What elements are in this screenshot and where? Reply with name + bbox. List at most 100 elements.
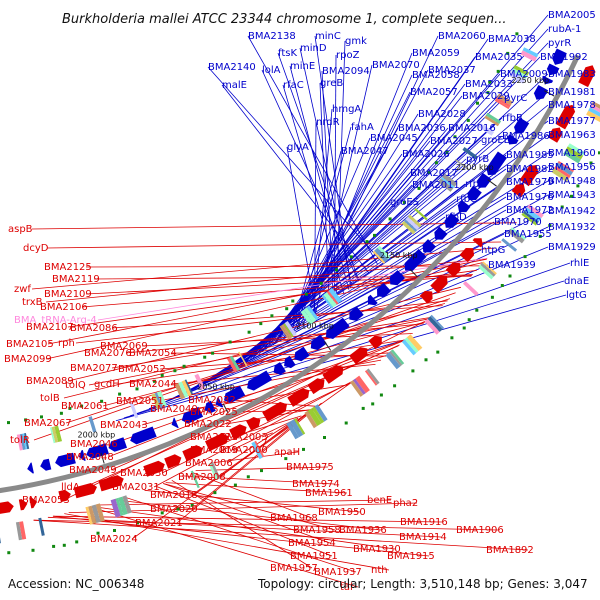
reverse-gene-label: BMA1961 bbox=[305, 488, 353, 499]
gc-mark bbox=[135, 387, 139, 391]
reverse-gene-label: BMA1915 bbox=[387, 551, 435, 562]
forward-gene-label: BMA2029 bbox=[462, 91, 510, 102]
forward-gene-label: BMA2140 bbox=[208, 62, 256, 73]
cog-block bbox=[194, 373, 206, 390]
reverse-gene-label: BMA1954 bbox=[288, 538, 336, 549]
connector-line bbox=[171, 479, 313, 569]
gc-mark bbox=[402, 201, 406, 204]
cog-block bbox=[565, 146, 584, 160]
gc-mark bbox=[260, 469, 263, 473]
tick-label: 2150 kbp bbox=[380, 251, 418, 260]
reverse-gene-arrow bbox=[349, 347, 368, 365]
reverse-gene-label: BMA2023 bbox=[190, 432, 238, 443]
cog-block bbox=[323, 292, 337, 308]
connector-line bbox=[299, 47, 353, 287]
cog-block bbox=[414, 208, 428, 221]
cog-block bbox=[591, 101, 600, 109]
cog-block bbox=[129, 402, 139, 419]
cog-block bbox=[289, 419, 304, 438]
gc-mark bbox=[371, 402, 375, 406]
reverse-gene-label: BMA1974 bbox=[292, 479, 340, 490]
connector-line bbox=[163, 483, 331, 544]
reverse-gene-arrow bbox=[58, 489, 71, 503]
reverse-gene-label: lldA bbox=[61, 482, 80, 493]
gc-mark bbox=[136, 521, 140, 525]
connector-line bbox=[88, 318, 430, 386]
forward-gene-label: hmgA bbox=[332, 104, 361, 115]
gc-mark bbox=[68, 406, 72, 410]
reverse-gene-label: BMA1916 bbox=[400, 517, 448, 528]
reverse-gene-label: BMA2109 bbox=[44, 289, 92, 300]
forward-gene-label: groES bbox=[390, 197, 419, 208]
cog-block bbox=[300, 309, 314, 325]
reverse-gene-label: BMA2077 bbox=[70, 363, 118, 374]
cog-block bbox=[16, 434, 23, 451]
forward-gene-label: BMA2017 bbox=[410, 168, 458, 179]
forward-gene-arrow bbox=[78, 450, 86, 461]
map-title: Burkholderia mallei ATCC 23344 chromosom… bbox=[62, 12, 507, 27]
cog-block bbox=[251, 441, 263, 460]
reverse-gene-arrow bbox=[430, 276, 448, 294]
forward-gene-arrow bbox=[294, 346, 310, 362]
reverse-gene-arrow bbox=[246, 417, 261, 431]
cog-block bbox=[524, 207, 542, 222]
cog-block bbox=[229, 355, 241, 371]
reverse-gene-label: BMA2000 bbox=[220, 445, 268, 456]
reverse-gene-label: BMA2043 bbox=[100, 420, 148, 431]
gc-mark bbox=[259, 322, 263, 326]
connector-line bbox=[31, 247, 497, 290]
cog-block bbox=[51, 426, 59, 443]
cog-block bbox=[480, 262, 496, 277]
cog-block bbox=[184, 379, 194, 395]
reverse-gene-arrow bbox=[0, 501, 14, 514]
connector-line bbox=[286, 146, 317, 316]
cog-block bbox=[588, 107, 600, 117]
cog-block bbox=[484, 115, 500, 127]
tick-mark bbox=[323, 341, 332, 351]
connector-line bbox=[33, 519, 529, 551]
gc-mark bbox=[548, 224, 552, 228]
forward-gene-arrow bbox=[377, 283, 392, 298]
cog-block bbox=[522, 210, 539, 224]
connector-line bbox=[53, 515, 443, 523]
reverse-gene-arrow bbox=[459, 248, 475, 263]
reverse-gene-label: BMA2125 bbox=[44, 262, 92, 273]
forward-gene-label: BMA1972 bbox=[506, 205, 554, 216]
gc-mark bbox=[62, 543, 66, 547]
kbp-ticks: 2250 kbp 2200 kbp 2150 kbp 2100 kbp 2050 kbp… bbox=[78, 76, 555, 464]
connector-line bbox=[187, 209, 507, 393]
cog-block bbox=[190, 470, 200, 489]
reverse-gene-arrow bbox=[73, 483, 97, 499]
gc-mark bbox=[246, 475, 250, 479]
connector-line bbox=[115, 294, 567, 422]
tick-mark bbox=[487, 179, 497, 187]
cog-block bbox=[24, 433, 30, 450]
forward-gene-arrow bbox=[247, 370, 273, 391]
forward-gene-arrow bbox=[224, 385, 246, 404]
connector-line bbox=[144, 489, 361, 513]
gc-mark bbox=[24, 418, 28, 422]
reverse-gene-label: rph bbox=[58, 338, 75, 349]
reverse-gene-arrow bbox=[143, 460, 165, 477]
cog-block bbox=[208, 462, 218, 481]
reverse-gene-arrow bbox=[287, 388, 310, 407]
forward-gene-arrow bbox=[349, 306, 364, 321]
gc-mark bbox=[361, 406, 365, 410]
connector-line bbox=[111, 317, 431, 369]
cog-block bbox=[401, 339, 417, 356]
forward-gene-arrow bbox=[542, 75, 554, 85]
connector-line bbox=[141, 333, 413, 347]
cog-block bbox=[355, 375, 370, 394]
gc-mark bbox=[417, 186, 421, 190]
cog-block bbox=[88, 416, 97, 433]
cog-block bbox=[463, 281, 479, 297]
reverse-gene-arrow bbox=[205, 433, 229, 452]
reverse-gene-arrow bbox=[555, 104, 576, 130]
forward-gene-label: rfaC bbox=[283, 80, 304, 91]
connector-line bbox=[102, 321, 426, 407]
forward-gene-label: BMA1929 bbox=[548, 242, 596, 253]
connector-line bbox=[226, 418, 297, 464]
reverse-gene-label: dcyD bbox=[23, 243, 49, 254]
tick-label: 2100 kbp bbox=[296, 322, 334, 331]
cog-block bbox=[19, 433, 26, 450]
